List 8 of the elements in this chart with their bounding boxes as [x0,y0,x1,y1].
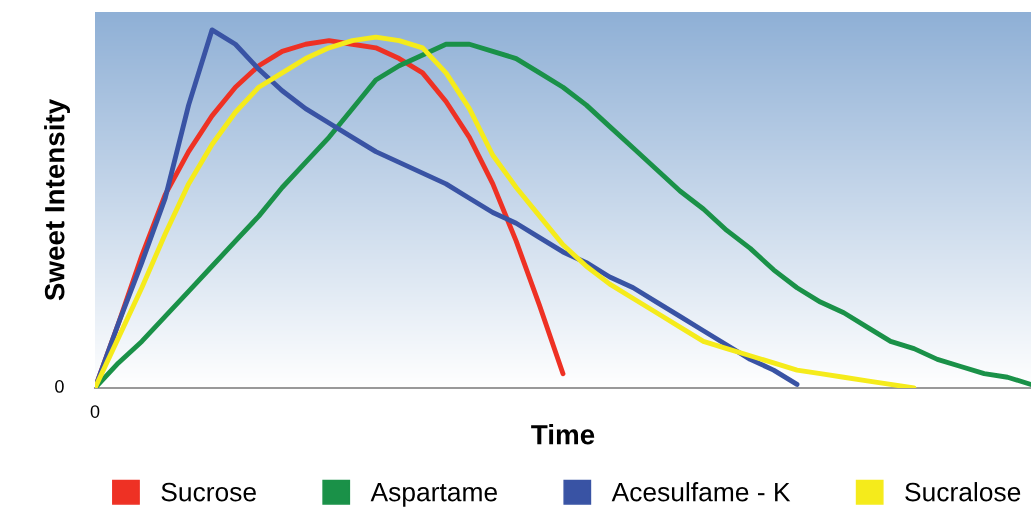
text: 0 [90,405,100,418]
x-axis-title: Time [531,424,595,445]
legend-label: Sucralose [905,482,1021,502]
y-axis-title: Sweet Intensity [44,99,70,301]
legend-label: Acesulfame - K [611,482,791,502]
legend-label: Sucrose [161,482,256,502]
legend-label: Aspartame [370,483,497,507]
text: 0 [55,380,64,393]
